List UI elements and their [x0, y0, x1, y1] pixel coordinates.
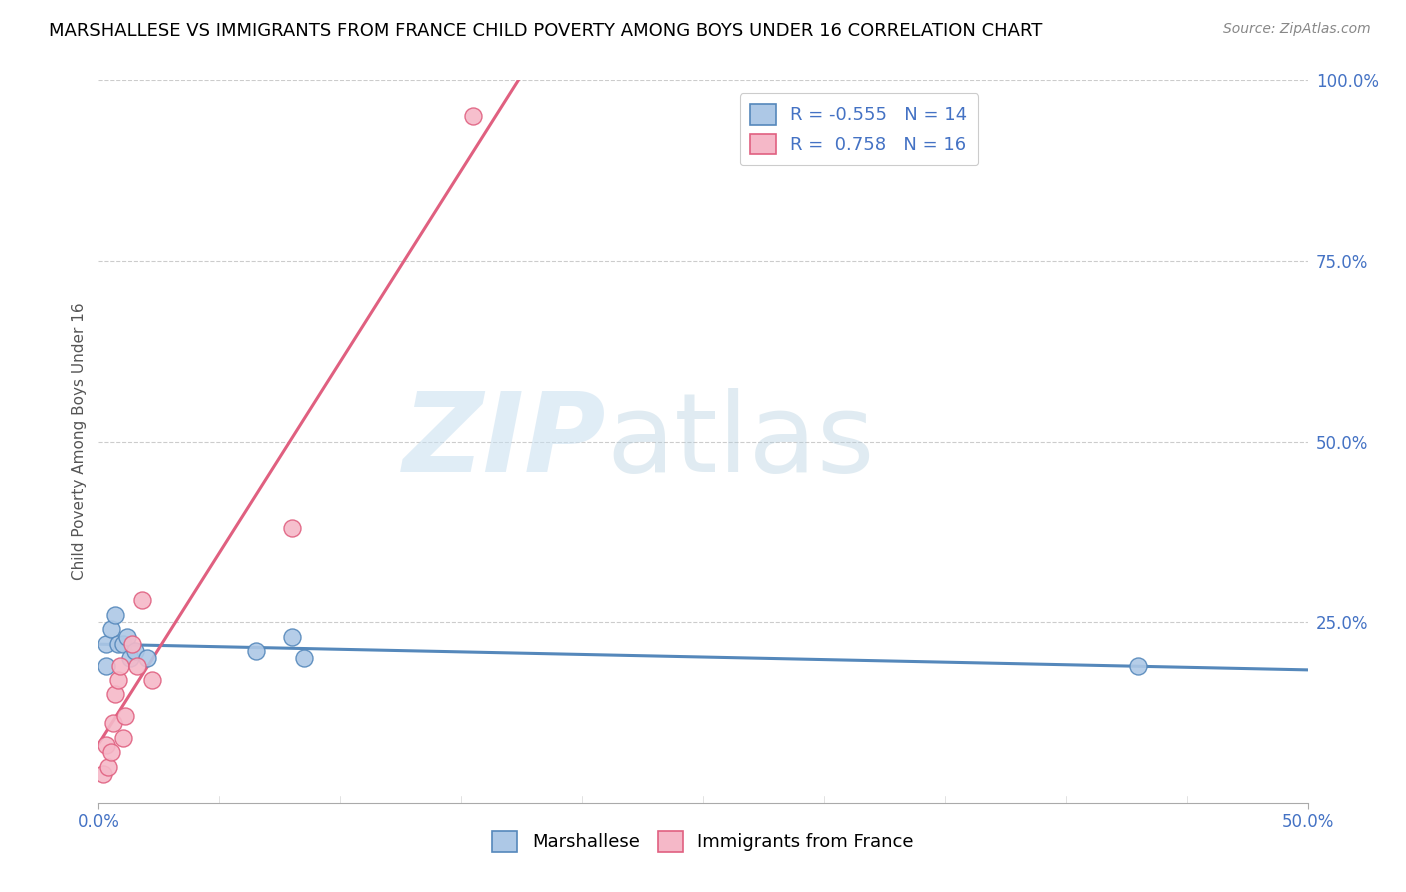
Point — [107, 637, 129, 651]
Legend: Marshallese, Immigrants from France: Marshallese, Immigrants from France — [485, 823, 921, 859]
Point — [94, 637, 117, 651]
Point — [131, 593, 153, 607]
Text: MARSHALLESE VS IMMIGRANTS FROM FRANCE CHILD POVERTY AMONG BOYS UNDER 16 CORRELAT: MARSHALLESE VS IMMIGRANTS FROM FRANCE CH… — [49, 22, 1043, 40]
Point — [114, 709, 136, 723]
Point — [118, 651, 141, 665]
Point — [111, 731, 134, 745]
Point — [104, 687, 127, 701]
Point — [281, 630, 304, 644]
Point — [124, 644, 146, 658]
Point — [94, 738, 117, 752]
Point — [121, 637, 143, 651]
Point — [97, 760, 120, 774]
Text: Source: ZipAtlas.com: Source: ZipAtlas.com — [1223, 22, 1371, 37]
Point — [141, 673, 163, 687]
Point — [100, 745, 122, 759]
Point — [117, 630, 139, 644]
Point — [127, 658, 149, 673]
Text: atlas: atlas — [606, 388, 875, 495]
Point — [463, 110, 485, 124]
Point — [135, 651, 157, 665]
Point — [1128, 658, 1150, 673]
Point — [292, 651, 315, 665]
Point — [91, 767, 114, 781]
Point — [101, 716, 124, 731]
Point — [94, 658, 117, 673]
Y-axis label: Child Poverty Among Boys Under 16: Child Poverty Among Boys Under 16 — [72, 302, 87, 581]
Point — [108, 658, 131, 673]
Point — [104, 607, 127, 622]
Text: ZIP: ZIP — [402, 388, 606, 495]
Point — [107, 673, 129, 687]
Point — [281, 521, 304, 535]
Point — [245, 644, 267, 658]
Point — [100, 623, 122, 637]
Point — [111, 637, 134, 651]
